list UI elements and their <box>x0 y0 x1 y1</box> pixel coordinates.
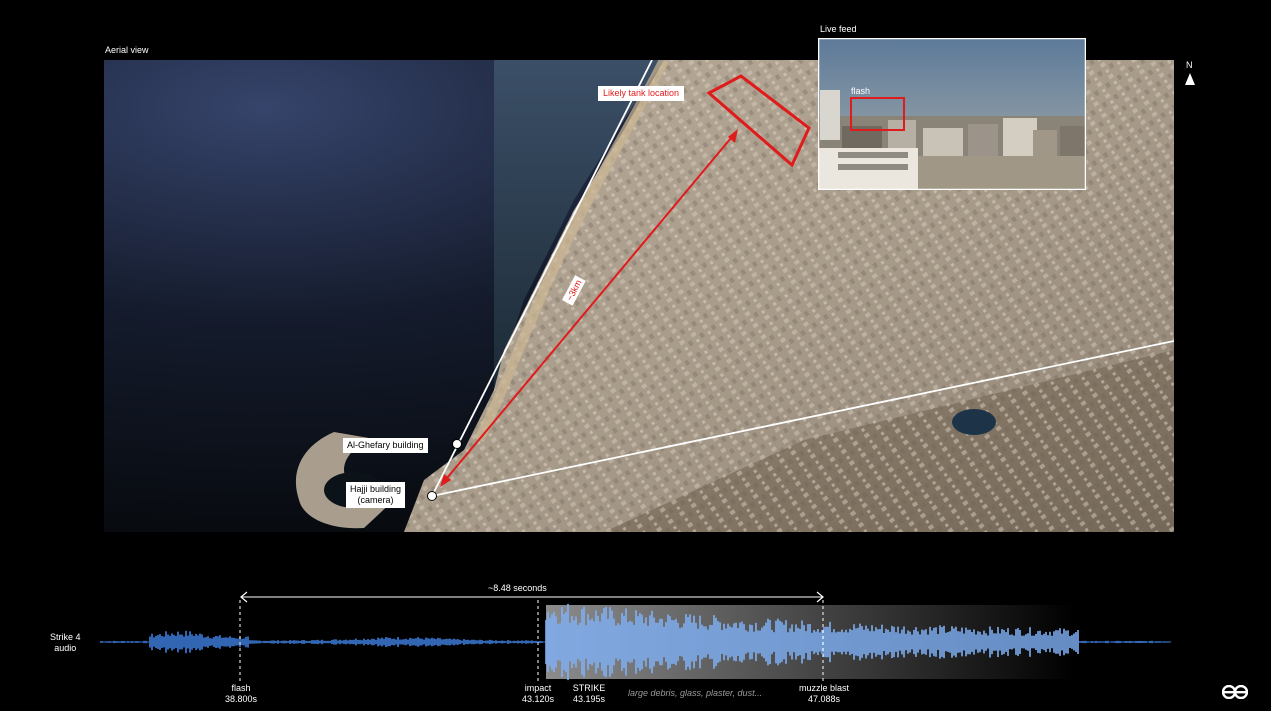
tank-location-label: Likely tank location <box>598 86 685 101</box>
al-ghefary-building-label: Al-Ghefary building <box>343 438 428 453</box>
marker-impact-time: 43.120s <box>521 694 555 704</box>
marker-flash-name: flash <box>231 683 251 693</box>
marker-strike-time: 43.195s <box>572 694 606 704</box>
marker-flash: flash 38.800s <box>218 683 264 705</box>
hajji-building-label: Hajji building (camera) <box>346 482 406 508</box>
interval-label: ~8.48 seconds <box>488 583 547 593</box>
hajji-building-name: Hajji building <box>350 484 402 494</box>
debris-note: large debris, glass, plaster, dust... <box>628 688 763 698</box>
audio-track-label: Strike 4 audio <box>50 632 81 654</box>
marker-strike-name: STRIKE <box>572 683 606 693</box>
live-feed-title: Live feed <box>820 24 857 34</box>
marker-muzzle-blast-name: muzzle blast <box>798 683 850 693</box>
marker-flash-time: 38.800s <box>224 694 258 704</box>
marker-impact-name: impact <box>524 683 552 693</box>
north-label: N <box>1186 60 1193 70</box>
flash-label: flash <box>851 86 871 96</box>
audio-waveform <box>100 600 1171 684</box>
live-feed-frame <box>818 38 1086 190</box>
aerial-view-title: Aerial view <box>105 45 149 55</box>
logo-icon <box>1222 685 1248 699</box>
marker-strike: STRIKE 43.195s <box>566 683 612 705</box>
marker-impact: impact 43.120s <box>515 683 561 705</box>
marker-muzzle-blast-time: 47.088s <box>807 694 841 704</box>
audio-track-subtitle: audio <box>54 643 77 653</box>
north-arrow-icon <box>1185 73 1195 85</box>
marker-muzzle-blast: muzzle blast 47.088s <box>792 683 856 705</box>
hajji-building-note: (camera) <box>357 495 394 505</box>
audio-track-title: Strike 4 <box>50 632 81 642</box>
interval-arrow <box>240 591 824 603</box>
